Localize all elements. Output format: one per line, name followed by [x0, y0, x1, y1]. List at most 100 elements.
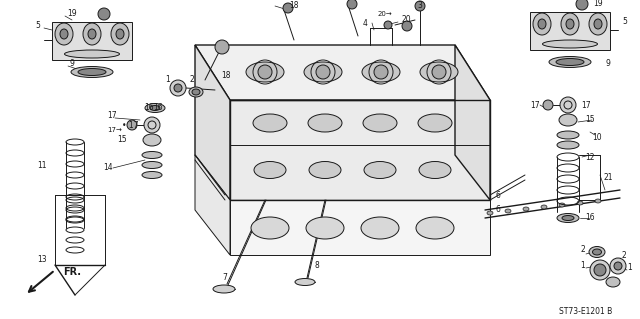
Text: 10: 10 — [592, 133, 602, 143]
Ellipse shape — [557, 131, 579, 139]
Ellipse shape — [189, 87, 203, 97]
Circle shape — [594, 264, 606, 276]
Ellipse shape — [55, 23, 73, 45]
Ellipse shape — [556, 58, 584, 65]
Ellipse shape — [251, 217, 289, 239]
Circle shape — [174, 84, 182, 92]
Text: 2: 2 — [189, 76, 195, 85]
Text: 17: 17 — [530, 100, 540, 109]
Text: 7: 7 — [223, 272, 227, 281]
FancyBboxPatch shape — [52, 22, 132, 60]
Ellipse shape — [557, 213, 579, 222]
Ellipse shape — [562, 216, 574, 220]
Text: FR.: FR. — [63, 267, 81, 277]
Text: 16: 16 — [585, 213, 595, 222]
Ellipse shape — [246, 62, 284, 82]
Circle shape — [127, 120, 137, 130]
Ellipse shape — [505, 209, 511, 213]
Ellipse shape — [566, 19, 574, 29]
Text: • 17: • 17 — [122, 121, 138, 130]
Circle shape — [347, 0, 357, 9]
Circle shape — [590, 260, 610, 280]
Circle shape — [415, 1, 425, 11]
Ellipse shape — [254, 161, 286, 179]
Ellipse shape — [150, 106, 160, 110]
Ellipse shape — [420, 62, 458, 82]
Ellipse shape — [192, 89, 200, 95]
Circle shape — [98, 8, 110, 20]
Text: 1: 1 — [166, 76, 170, 85]
Ellipse shape — [418, 114, 452, 132]
Ellipse shape — [416, 217, 454, 239]
Ellipse shape — [364, 161, 396, 179]
Ellipse shape — [304, 62, 342, 82]
Ellipse shape — [594, 19, 602, 29]
Text: 17: 17 — [107, 110, 117, 120]
Ellipse shape — [213, 285, 235, 293]
Ellipse shape — [523, 207, 529, 211]
Text: 13: 13 — [37, 256, 47, 264]
Ellipse shape — [361, 217, 399, 239]
Ellipse shape — [145, 103, 165, 113]
Text: 20→: 20→ — [378, 11, 392, 17]
Circle shape — [614, 262, 622, 270]
Ellipse shape — [308, 114, 342, 132]
Ellipse shape — [363, 114, 397, 132]
Polygon shape — [230, 100, 490, 200]
Ellipse shape — [116, 29, 124, 39]
Ellipse shape — [71, 66, 113, 78]
Ellipse shape — [88, 29, 96, 39]
Text: 19: 19 — [67, 10, 77, 19]
Circle shape — [258, 65, 272, 79]
Text: 14: 14 — [103, 164, 113, 173]
Ellipse shape — [65, 50, 120, 58]
Circle shape — [384, 21, 392, 29]
Ellipse shape — [143, 134, 161, 146]
Text: 2: 2 — [621, 250, 627, 259]
Circle shape — [576, 0, 588, 10]
Ellipse shape — [253, 114, 287, 132]
Ellipse shape — [309, 161, 341, 179]
Ellipse shape — [419, 161, 451, 179]
Ellipse shape — [589, 247, 605, 257]
Text: ST73-E1201 B: ST73-E1201 B — [559, 308, 612, 316]
Circle shape — [283, 3, 293, 13]
Text: 12: 12 — [585, 153, 595, 162]
Ellipse shape — [559, 203, 565, 207]
Ellipse shape — [541, 205, 547, 209]
Ellipse shape — [593, 249, 602, 255]
Circle shape — [610, 258, 626, 274]
Text: 5: 5 — [623, 18, 627, 26]
Ellipse shape — [306, 217, 344, 239]
Circle shape — [560, 97, 576, 113]
Polygon shape — [195, 155, 230, 255]
Text: 2: 2 — [580, 246, 586, 255]
Circle shape — [374, 65, 388, 79]
Text: 17: 17 — [581, 100, 591, 109]
Text: 9: 9 — [605, 60, 611, 69]
Text: 8: 8 — [315, 261, 319, 270]
Circle shape — [402, 21, 412, 31]
Ellipse shape — [561, 13, 579, 35]
Polygon shape — [455, 45, 490, 200]
Ellipse shape — [362, 62, 400, 82]
Text: 9: 9 — [70, 60, 74, 69]
Ellipse shape — [78, 69, 106, 76]
Text: 15: 15 — [117, 136, 127, 145]
Text: 16: 16 — [153, 103, 163, 113]
Polygon shape — [195, 45, 230, 200]
FancyBboxPatch shape — [530, 12, 610, 50]
Polygon shape — [195, 45, 490, 100]
Ellipse shape — [111, 23, 129, 45]
Text: 6: 6 — [495, 191, 500, 201]
Text: 1: 1 — [580, 262, 586, 271]
Text: 18: 18 — [289, 2, 299, 11]
Ellipse shape — [83, 23, 101, 45]
Text: 21: 21 — [604, 174, 612, 182]
Circle shape — [215, 40, 229, 54]
Ellipse shape — [549, 56, 591, 68]
Text: 17→: 17→ — [108, 127, 122, 133]
Ellipse shape — [589, 13, 607, 35]
Text: 1: 1 — [628, 263, 632, 272]
Text: 4: 4 — [363, 19, 367, 27]
